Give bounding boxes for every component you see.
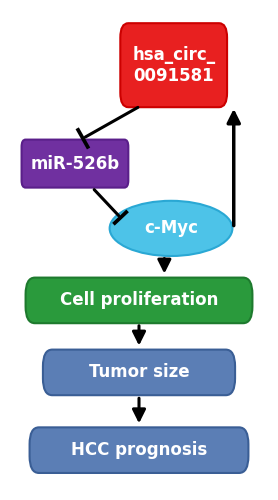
- Ellipse shape: [110, 201, 232, 256]
- FancyBboxPatch shape: [120, 23, 227, 107]
- FancyBboxPatch shape: [29, 428, 249, 473]
- Text: HCC prognosis: HCC prognosis: [71, 441, 207, 459]
- Text: hsa_circ_
0091581: hsa_circ_ 0091581: [132, 46, 215, 84]
- Text: miR-526b: miR-526b: [30, 154, 120, 172]
- Text: c-Myc: c-Myc: [144, 220, 198, 238]
- FancyBboxPatch shape: [22, 140, 128, 188]
- FancyBboxPatch shape: [43, 350, 235, 395]
- Text: Cell proliferation: Cell proliferation: [60, 292, 218, 310]
- FancyBboxPatch shape: [26, 278, 252, 323]
- Text: Tumor size: Tumor size: [89, 364, 189, 382]
